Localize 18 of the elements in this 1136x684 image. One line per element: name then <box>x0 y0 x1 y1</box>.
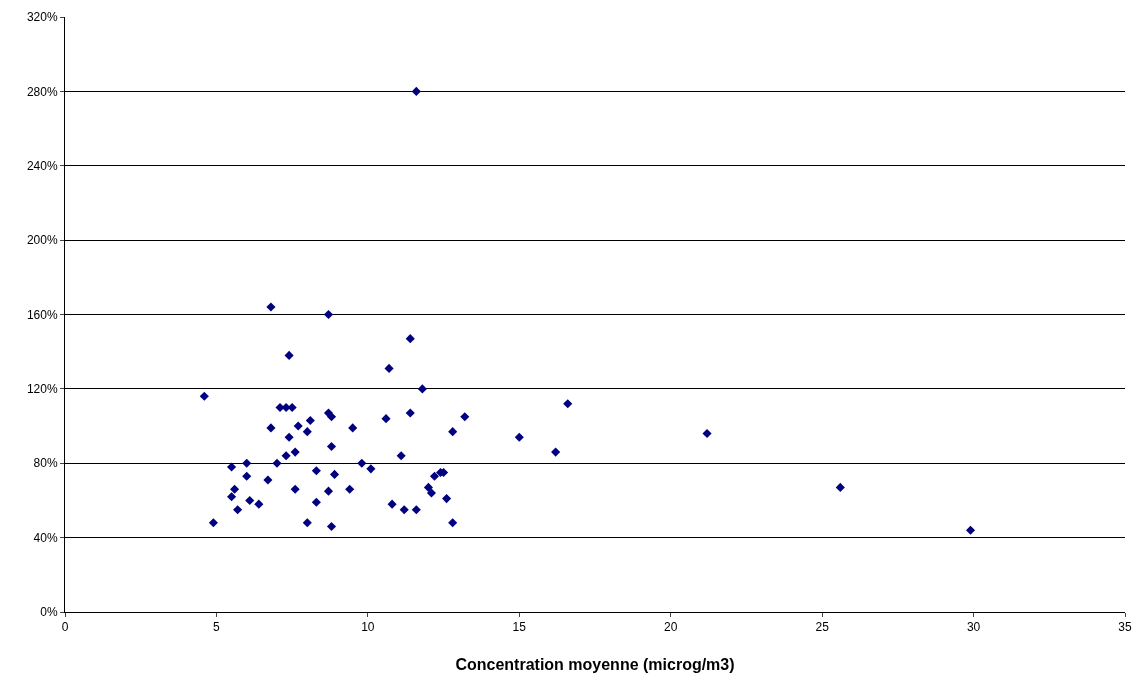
y-tick-label: 160% <box>26 307 58 322</box>
x-tick-label: 35 <box>1118 620 1132 635</box>
x-tick-label: 25 <box>815 620 830 635</box>
x-tick-label: 10 <box>361 620 375 635</box>
y-tick-label: 0% <box>40 605 58 620</box>
x-axis-title: Concentration moyenne (microg/m3) <box>455 656 735 673</box>
y-tick-label: 40% <box>33 530 58 545</box>
x-tick-label: 20 <box>664 620 678 635</box>
x-tick-label: 5 <box>213 620 221 635</box>
y-tick-label: 280% <box>26 84 58 99</box>
y-tick-label: 120% <box>26 382 58 397</box>
y-tick-label: 320% <box>26 10 58 25</box>
x-tick-label: 0 <box>61 620 69 635</box>
y-tick-label: 80% <box>33 456 58 471</box>
x-tick-label: 15 <box>512 620 527 635</box>
y-tick-label: 200% <box>26 233 58 248</box>
x-tick-label: 30 <box>966 620 981 635</box>
y-tick-label: 240% <box>26 158 58 173</box>
